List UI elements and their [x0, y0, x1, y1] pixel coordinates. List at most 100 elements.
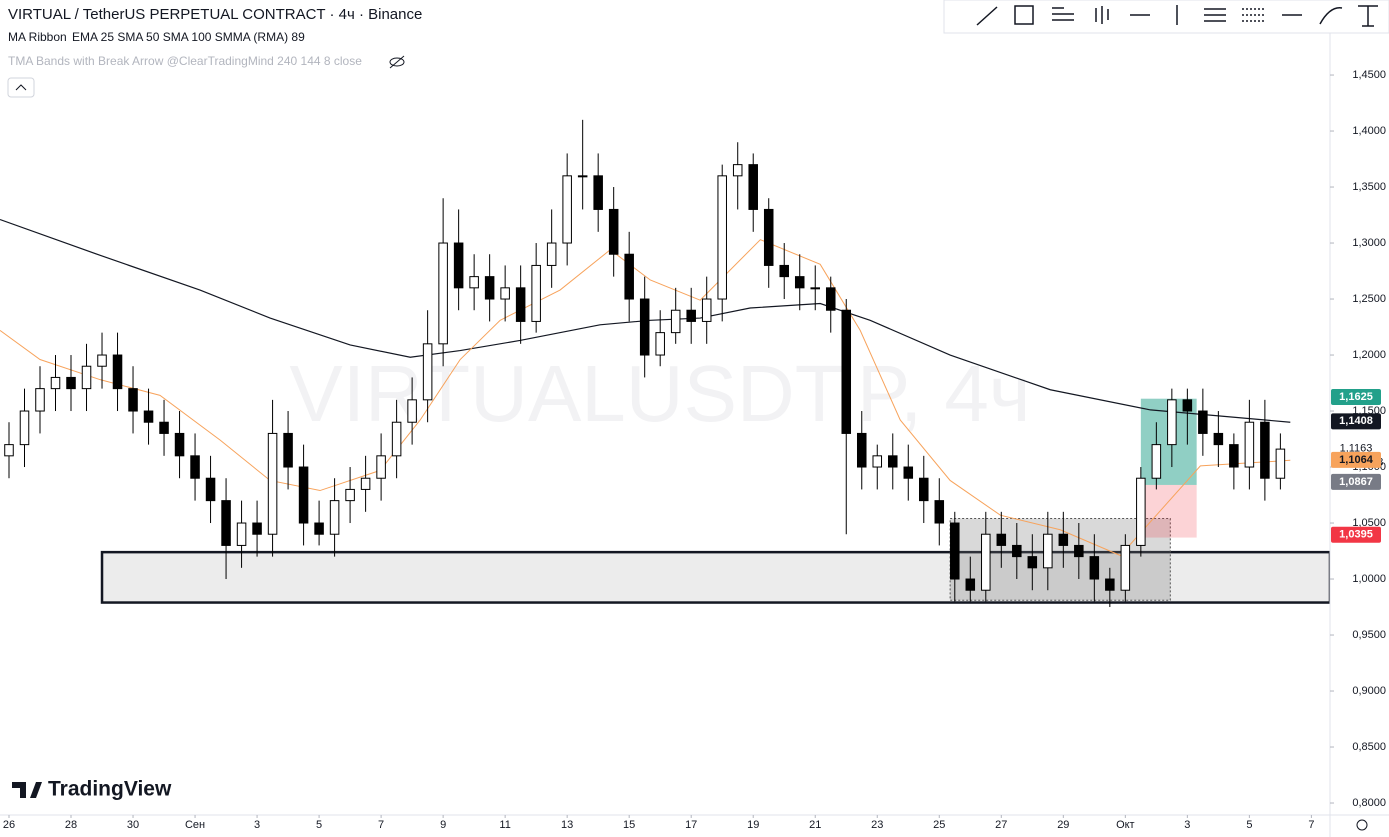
candle-body — [1198, 410, 1208, 434]
candle-body — [221, 500, 231, 546]
y-tick-label: 1,2500 — [1352, 293, 1386, 305]
candle-body — [298, 466, 309, 524]
x-tick-label: 23 — [871, 819, 883, 831]
candle-body — [810, 287, 821, 290]
x-tick-label: 13 — [561, 819, 573, 831]
y-tick-label: 0,8000 — [1352, 797, 1386, 809]
candle-body — [407, 399, 417, 423]
x-tick-label: 25 — [933, 819, 945, 831]
y-tick-label: 1,2000 — [1352, 349, 1386, 361]
tool-channel[interactable] — [1204, 8, 1226, 22]
candle-body — [50, 376, 61, 390]
candle-body — [283, 432, 293, 468]
candle-body — [639, 298, 650, 356]
price-label: 1,1163 — [1340, 443, 1373, 455]
x-tick-label: 3 — [254, 819, 260, 831]
x-tick-label: 15 — [623, 819, 635, 831]
indicator-name: MA Ribbon — [8, 30, 67, 44]
candle-body — [190, 455, 200, 479]
y-tick-label: 1,0500 — [1352, 517, 1386, 529]
candle-body — [143, 410, 154, 423]
candle-body — [872, 455, 883, 468]
candle-body — [934, 500, 945, 524]
candle-body — [422, 343, 433, 401]
chart-title: VIRTUAL / TetherUS PERPETUAL CONTRACT · … — [8, 6, 422, 23]
y-tick-label: 0,9000 — [1352, 685, 1386, 697]
candle-body — [515, 287, 526, 322]
candle-body — [345, 488, 355, 502]
settings-icon[interactable] — [1356, 819, 1368, 831]
x-tick-label: 5 — [316, 819, 322, 831]
tool-candles[interactable] — [1095, 6, 1109, 24]
x-tick-label: 30 — [127, 819, 139, 831]
y-tick-label: 1,4500 — [1352, 69, 1386, 81]
ma-line — [0, 218, 1291, 423]
candle-body — [1151, 444, 1162, 479]
candle-body — [1213, 432, 1224, 446]
eye-icon[interactable] — [389, 55, 405, 69]
price-label-bg — [1331, 473, 1381, 490]
candle-body — [717, 175, 727, 300]
candle-body — [748, 164, 758, 210]
candle-body — [252, 522, 262, 535]
candle-body — [732, 164, 743, 177]
candle-body — [919, 477, 929, 502]
y-tick-label: 1,3000 — [1352, 237, 1386, 249]
price-label-bg — [1331, 526, 1381, 543]
indicator-params: EMA 25 SMA 50 SMA 100 SMMA (RMA) 89 — [72, 30, 305, 44]
candle-body — [686, 309, 696, 322]
candle-body — [81, 365, 92, 390]
candle-body — [128, 388, 138, 412]
candle-body — [1275, 448, 1286, 479]
candle-body — [531, 264, 541, 322]
price-label: 1,0395 — [1339, 529, 1373, 541]
x-tick-label: 21 — [809, 819, 821, 831]
tool-fib[interactable] — [1052, 7, 1074, 21]
candle-body — [562, 175, 572, 244]
collapse-button[interactable] — [7, 77, 35, 98]
candle-body — [1012, 544, 1022, 558]
candle-body — [66, 376, 76, 390]
logo: TradingView — [12, 778, 172, 801]
x-tick-label: 9 — [440, 819, 446, 831]
candle-body — [97, 354, 107, 367]
candle-body — [267, 432, 278, 535]
x-tick-label: 7 — [378, 819, 384, 831]
candle-body — [1167, 399, 1177, 446]
candle-body — [1089, 556, 1100, 580]
candle-body — [608, 208, 619, 255]
candle-body — [4, 444, 14, 457]
candle-body — [236, 522, 247, 546]
tool-trendline[interactable] — [976, 6, 998, 26]
candle-body — [888, 455, 898, 468]
candle-body — [794, 276, 805, 289]
candle-body — [1182, 399, 1193, 412]
candle-body — [205, 477, 216, 502]
candle-body — [112, 354, 123, 390]
indicator-hidden: TMA Bands with Break Arrow @ClearTrading… — [8, 54, 362, 68]
price-label: 1,0867 — [1339, 476, 1373, 488]
candle-body — [670, 309, 681, 334]
tool-measure[interactable] — [1358, 5, 1378, 27]
candle-body — [19, 410, 30, 446]
candle-body — [360, 477, 371, 490]
candle-body — [825, 287, 836, 311]
candle-body — [1074, 544, 1084, 558]
candle-body — [577, 175, 588, 178]
candle-body — [500, 287, 510, 300]
x-tick-label: 29 — [1057, 819, 1069, 831]
candle-body — [484, 276, 495, 300]
candle-body — [391, 421, 402, 457]
tool-brush[interactable] — [1319, 7, 1343, 25]
candle-body — [1120, 544, 1131, 591]
candle-body — [701, 298, 712, 322]
candle-body — [981, 533, 991, 591]
x-tick-label: Окт — [1116, 819, 1135, 831]
candle-body — [1043, 533, 1053, 569]
candle-body — [1260, 421, 1270, 479]
tool-rect[interactable] — [1014, 5, 1034, 25]
x-tick-label: 17 — [685, 819, 697, 831]
candle-body — [1136, 477, 1146, 546]
x-tick-label: 7 — [1308, 819, 1314, 831]
candle-body — [593, 175, 603, 210]
